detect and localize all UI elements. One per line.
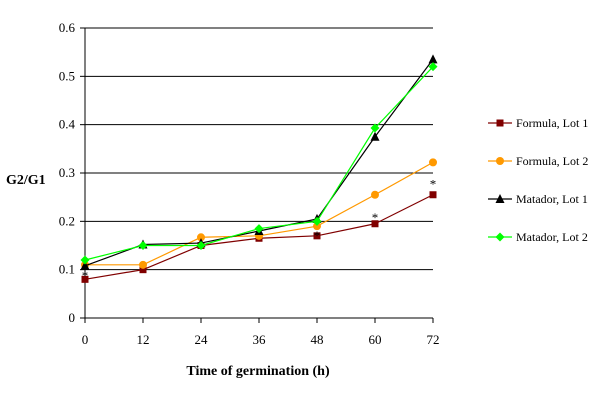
data-point-matador-lot-2 <box>254 224 264 234</box>
y-tick-label: 0 <box>69 310 76 325</box>
legend: Formula, Lot 1 Formula, Lot 2 Matador, Lot… <box>488 116 588 244</box>
data-point-matador-lot-2 <box>80 255 90 265</box>
asterisk-annotation: * <box>314 228 321 243</box>
x-tick-label: 48 <box>311 332 324 347</box>
legend-label: Matador, Lot 2 <box>516 230 588 244</box>
x-tick-label: 24 <box>195 332 209 347</box>
legend-marker-formula-lot-2 <box>496 157 504 165</box>
gridlines <box>85 27 433 271</box>
legend-label: Formula, Lot 1 <box>516 116 588 130</box>
y-tick-label: 0.4 <box>59 117 76 132</box>
data-point-formula-lot-1 <box>81 275 89 283</box>
axes <box>80 27 434 323</box>
data-point-matador-lot-1 <box>428 54 438 64</box>
y-tick-labels: 0 0.1 0.2 0.3 0.4 0.5 0.6 <box>59 20 76 325</box>
data-point-matador-lot-2 <box>196 241 206 250</box>
data-point-formula-lot-2 <box>197 233 205 242</box>
y-axis-title: G2/G1 <box>6 173 46 188</box>
data-point-formula-lot-2 <box>429 158 437 167</box>
data-point-matador-lot-2 <box>312 216 322 226</box>
data-point-matador-lot-1 <box>370 131 380 141</box>
significance-annotations: * * * * <box>82 176 437 283</box>
y-tick-label: 0.1 <box>59 262 75 277</box>
data-point-matador-lot-1 <box>80 260 90 270</box>
x-tick-label: 0 <box>82 332 89 347</box>
data-point-formula-lot-2 <box>371 190 379 199</box>
y-tick-label: 0.2 <box>59 213 75 228</box>
data-point-formula-lot-1 <box>371 220 379 228</box>
legend-marker-matador-lot-1 <box>495 194 505 203</box>
y-tick-label: 0.5 <box>59 68 75 83</box>
asterisk-annotation: * <box>372 210 379 225</box>
data-point-formula-lot-1 <box>139 266 147 274</box>
data-point-matador-lot-2 <box>138 241 148 250</box>
legend-marker-matador-lot-2 <box>495 232 505 242</box>
x-tick-label: 60 <box>369 332 382 347</box>
y-tick-label: 0.3 <box>59 165 75 180</box>
data-point-matador-lot-2 <box>370 123 380 133</box>
data-point-formula-lot-2 <box>313 222 321 231</box>
x-tick-label: 36 <box>253 332 267 347</box>
x-tick-label: 72 <box>427 332 440 347</box>
legend-label: Matador, Lot 1 <box>516 192 588 206</box>
data-point-formula-lot-1 <box>313 232 321 240</box>
series-line-formula-lot-2 <box>85 161 434 266</box>
data-point-matador-lot-2 <box>428 62 438 72</box>
x-axis-title: Time of germination (h) <box>186 364 330 379</box>
legend-marker-formula-lot-1 <box>496 119 504 127</box>
x-tick-labels: 0 12 24 36 48 60 72 <box>82 332 440 347</box>
data-series <box>80 54 438 283</box>
asterisk-annotation: * <box>82 268 89 283</box>
y-tick-label: 0.6 <box>59 20 76 35</box>
asterisk-annotation: * <box>430 176 437 191</box>
data-point-formula-lot-2 <box>139 260 147 269</box>
data-point-formula-lot-1 <box>429 191 437 199</box>
x-tick-label: 12 <box>137 332 150 347</box>
legend-label: Formula, Lot 2 <box>516 154 588 168</box>
